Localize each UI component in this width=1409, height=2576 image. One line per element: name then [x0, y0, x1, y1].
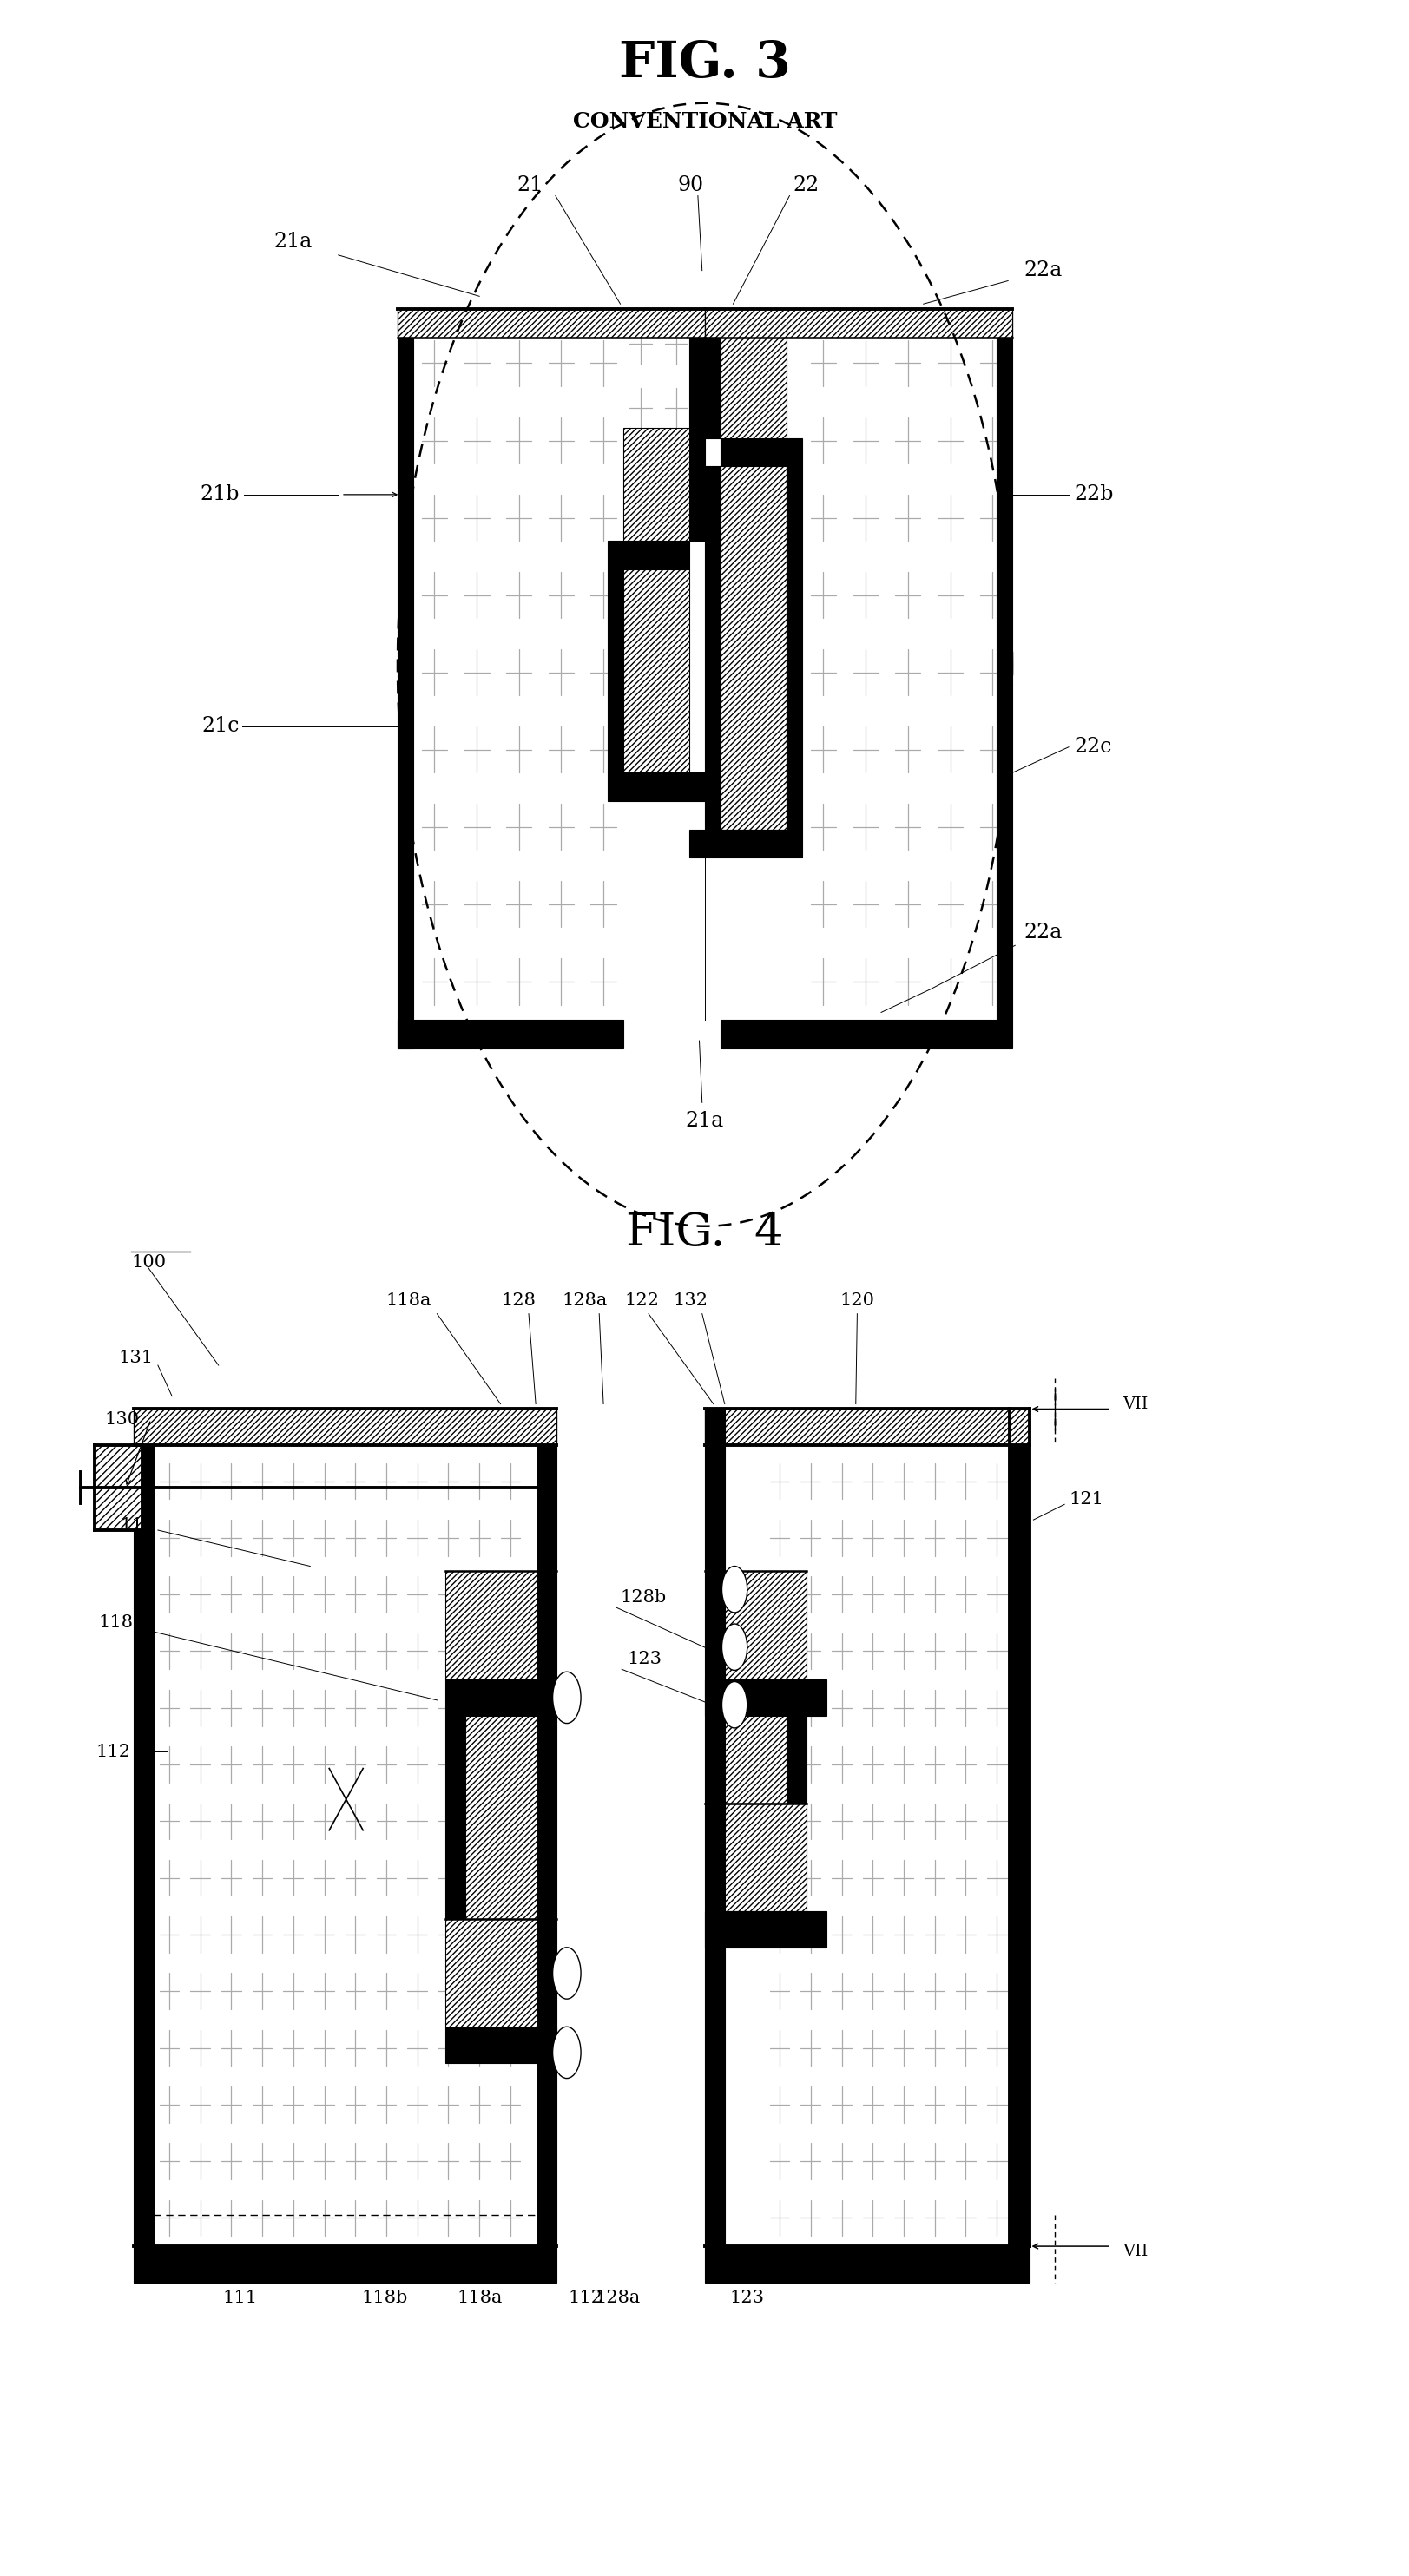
- Text: CONVENTIONAL ART: CONVENTIONAL ART: [572, 111, 837, 131]
- Bar: [724, 1571, 806, 1680]
- Text: 90: 90: [678, 175, 703, 196]
- Bar: [607, 541, 689, 569]
- Text: VII: VII: [1122, 2244, 1147, 2259]
- Bar: [623, 428, 689, 541]
- Bar: [397, 1020, 623, 1048]
- Bar: [689, 337, 704, 541]
- Bar: [445, 1680, 557, 1716]
- Bar: [537, 1409, 557, 2246]
- Text: 118a: 118a: [457, 2290, 502, 2306]
- Text: 128: 128: [502, 1293, 535, 1309]
- Text: 22b: 22b: [1074, 484, 1113, 505]
- Bar: [689, 829, 802, 858]
- Bar: [704, 2246, 1029, 2282]
- Text: 121: 121: [1068, 1492, 1103, 1507]
- Circle shape: [721, 1566, 747, 1613]
- Text: 112: 112: [96, 1744, 131, 1759]
- Bar: [134, 1409, 154, 2246]
- Bar: [134, 1409, 557, 1445]
- Text: 22a: 22a: [1023, 260, 1062, 281]
- Circle shape: [552, 2027, 581, 2079]
- Text: 100: 100: [131, 1255, 166, 1270]
- Bar: [134, 2246, 557, 2282]
- Bar: [724, 1803, 806, 1911]
- Text: 112: 112: [568, 2290, 602, 2306]
- Text: 123: 123: [730, 2290, 764, 2306]
- Bar: [704, 1409, 724, 2246]
- Bar: [465, 1716, 537, 1919]
- Bar: [445, 1716, 465, 1919]
- Bar: [397, 309, 413, 1048]
- Bar: [720, 1020, 996, 1048]
- Bar: [445, 1571, 537, 1680]
- Bar: [623, 569, 689, 773]
- Text: 22c: 22c: [1074, 737, 1112, 757]
- Bar: [445, 2027, 557, 2063]
- Text: 123: 123: [627, 1651, 662, 1667]
- Text: 122: 122: [624, 1293, 658, 1309]
- Bar: [704, 309, 1012, 337]
- Circle shape: [552, 1947, 581, 1999]
- Bar: [445, 1919, 537, 2027]
- Text: 21: 21: [517, 175, 542, 196]
- Text: 22a: 22a: [1023, 922, 1062, 943]
- Text: 110: 110: [120, 1517, 155, 1533]
- Circle shape: [721, 1682, 747, 1728]
- Text: FIG.  4: FIG. 4: [626, 1211, 783, 1255]
- Bar: [94, 1445, 142, 1530]
- Text: 118: 118: [99, 1615, 134, 1631]
- Bar: [720, 325, 786, 438]
- Text: 21a: 21a: [273, 232, 313, 252]
- Circle shape: [552, 1672, 581, 1723]
- Bar: [704, 466, 720, 829]
- Text: 120: 120: [840, 1293, 874, 1309]
- Bar: [704, 337, 720, 438]
- Text: 22: 22: [793, 175, 819, 196]
- Bar: [607, 569, 623, 773]
- Text: 21a: 21a: [685, 1110, 724, 1131]
- Bar: [397, 309, 704, 337]
- Bar: [720, 438, 802, 466]
- Text: VII: VII: [1122, 1396, 1147, 1412]
- Text: 21c: 21c: [201, 716, 240, 737]
- Bar: [996, 309, 1012, 1048]
- Bar: [704, 1911, 826, 1947]
- Text: 128b: 128b: [620, 1589, 666, 1605]
- Text: 118b: 118b: [362, 2290, 407, 2306]
- Bar: [724, 1716, 786, 1803]
- Text: 130: 130: [104, 1412, 139, 1427]
- Text: FIG. 3: FIG. 3: [619, 39, 790, 88]
- Text: 131: 131: [118, 1350, 154, 1365]
- Bar: [720, 466, 786, 829]
- Bar: [1009, 1409, 1029, 2246]
- Text: 128a: 128a: [595, 2290, 640, 2306]
- Text: 132: 132: [674, 1293, 707, 1309]
- Bar: [704, 1680, 826, 1716]
- Text: 128a: 128a: [562, 1293, 607, 1309]
- Bar: [786, 1716, 806, 1803]
- Text: 118a: 118a: [386, 1293, 431, 1309]
- Bar: [704, 1409, 1029, 1445]
- Text: 21b: 21b: [200, 484, 240, 505]
- Bar: [607, 773, 720, 801]
- Circle shape: [721, 1623, 747, 1669]
- Text: 111: 111: [223, 2290, 256, 2306]
- Bar: [786, 466, 802, 829]
